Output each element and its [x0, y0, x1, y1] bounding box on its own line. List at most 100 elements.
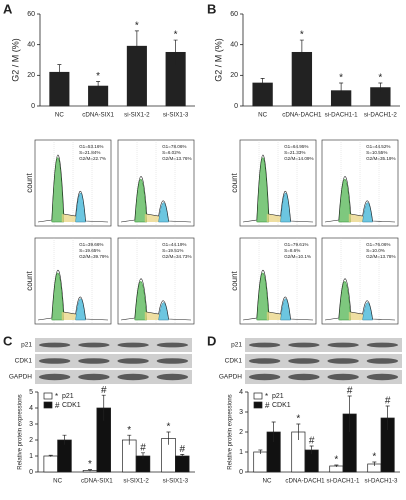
- error-bar: [140, 452, 145, 460]
- flow-stat: G2/M=39.79%: [79, 254, 109, 259]
- y-tick-label: 4: [239, 389, 243, 396]
- blot-band: [117, 373, 149, 381]
- error-bar: [296, 423, 301, 440]
- error-bar: [334, 464, 339, 467]
- y-tick-label: 0: [239, 469, 243, 476]
- x-tick-label: si-SIX1-3: [163, 478, 189, 485]
- significance-mark: #: [309, 436, 315, 447]
- x-tick-label: cDNA-DACH1: [285, 478, 325, 485]
- flow-y-label: count: [230, 172, 239, 192]
- s-phase: [266, 312, 282, 320]
- blot-label: p21: [231, 342, 242, 349]
- blot-band: [288, 358, 320, 364]
- x-tick-label: si-SIX1-2: [123, 478, 149, 485]
- error-bar: [378, 82, 383, 93]
- flow-stat: G1=76.06%: [366, 242, 390, 247]
- bar: [43, 455, 58, 473]
- flow-stat: S=21.33%: [284, 150, 305, 155]
- blot-band: [248, 342, 281, 348]
- error-bar: [48, 454, 53, 457]
- error-bar: [299, 39, 304, 65]
- blot-band: [327, 358, 359, 364]
- flow-stat: G2/M=13.78%: [366, 254, 396, 259]
- flow-y-label: count: [230, 270, 239, 290]
- blot-band: [156, 373, 189, 381]
- flow-stat: S=10.55%: [366, 150, 387, 155]
- flow-stat: G1=64.95%: [284, 144, 308, 149]
- y-tick-label: 20: [230, 72, 238, 79]
- blot-band: [156, 358, 189, 364]
- histogram-line: [120, 278, 192, 321]
- flow-stat: G2/M=35.19%: [366, 156, 396, 161]
- s-phase: [348, 312, 364, 320]
- x-tick-label: NC: [55, 112, 64, 119]
- blot-strip: [35, 354, 192, 368]
- x-tick-label: NC: [53, 478, 62, 485]
- blot-band: [366, 342, 399, 348]
- blot-band: [288, 373, 320, 381]
- legend-swatch: [43, 392, 53, 400]
- blot-strip: [245, 354, 402, 368]
- x-tick-label: NC: [263, 478, 272, 485]
- error-bar: [372, 461, 377, 466]
- x-tick-label: cDNA-DACH1: [282, 112, 322, 119]
- significance-mark: *: [88, 459, 92, 470]
- panel-letter: B: [207, 1, 216, 16]
- significance-mark: *: [372, 452, 376, 463]
- x-tick-label: cDNA-SIX1: [82, 112, 114, 119]
- panel-letter: C: [3, 333, 13, 348]
- histogram-line: [120, 176, 192, 223]
- y-axis-label: G2 / M (%): [10, 38, 20, 82]
- flow-stat: S=21.84%: [79, 150, 100, 155]
- y-tick-label: 40: [27, 42, 35, 49]
- legend-symbol: *: [265, 392, 268, 401]
- y-axis-label: G2 / M (%): [213, 38, 223, 82]
- flow-stat: G1=44.52%: [366, 144, 390, 149]
- error-bar: [385, 405, 390, 430]
- flow-stat: G2/M=10.1%: [284, 254, 311, 259]
- blot-band: [327, 342, 359, 348]
- x-tick-label: si-DACH1-1: [326, 478, 360, 485]
- s-phase: [266, 214, 282, 222]
- significance-mark: #: [385, 396, 391, 407]
- histogram-line: [37, 154, 109, 223]
- flow-stat: G2/M=22.7%: [79, 156, 106, 161]
- legend-swatch: [253, 401, 263, 409]
- significance-mark: #: [140, 442, 146, 453]
- error-bar: [258, 449, 263, 454]
- blot-label: CDK1: [15, 358, 33, 365]
- legend-symbol: *: [55, 392, 58, 401]
- x-tick-label: cDNA-SIX1: [81, 478, 113, 485]
- y-tick-label: 1: [29, 453, 33, 460]
- blot-strip: [245, 338, 402, 352]
- y-tick-label: 1: [239, 449, 243, 456]
- flow-stat: G1=39.66%: [79, 242, 103, 247]
- significance-mark: *: [96, 71, 100, 82]
- histogram-line: [37, 269, 109, 321]
- significance-mark: *: [135, 21, 139, 32]
- error-bar: [88, 469, 93, 472]
- blot-strip: [35, 338, 192, 352]
- significance-mark: *: [127, 425, 131, 436]
- significance-mark: *: [174, 30, 178, 41]
- y-tick-label: 0: [29, 469, 33, 476]
- blot-band: [78, 342, 110, 348]
- error-bar: [309, 445, 314, 454]
- significance-mark: *: [300, 30, 304, 41]
- blot-strip: [35, 370, 192, 384]
- flow-y-label: count: [25, 172, 34, 192]
- legend-swatch: [43, 401, 53, 409]
- blot-band: [248, 373, 281, 381]
- y-axis-label: Relative protein expressions: [228, 394, 234, 469]
- s-phase: [61, 312, 77, 320]
- blot-band: [248, 358, 281, 364]
- significance-mark: *: [167, 422, 171, 433]
- error-bar: [101, 394, 106, 421]
- histogram-line: [324, 176, 396, 223]
- flow-stat: G1=44.19%: [162, 242, 186, 247]
- y-tick-label: 60: [27, 11, 35, 18]
- error-bar: [271, 421, 276, 442]
- significance-mark: *: [334, 455, 338, 466]
- blot-band: [78, 358, 110, 364]
